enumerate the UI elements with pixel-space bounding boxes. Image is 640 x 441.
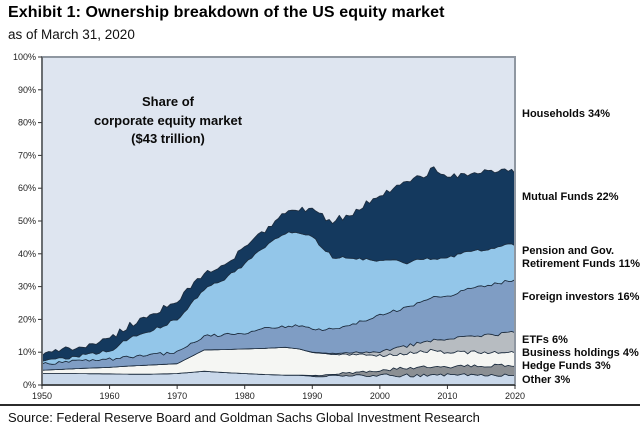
source-note: Source: Federal Reserve Board and Goldma… xyxy=(8,410,480,425)
svg-text:1950: 1950 xyxy=(32,391,52,401)
chart-annotation: Share of corporate equity market ($43 tr… xyxy=(70,93,266,149)
svg-text:80%: 80% xyxy=(18,118,36,128)
series-label-foreign-investors: Foreign investors 16% xyxy=(522,291,640,303)
annotation-line-2: corporate equity market xyxy=(93,112,243,128)
svg-text:60%: 60% xyxy=(18,183,36,193)
svg-text:2020: 2020 xyxy=(505,391,525,401)
annotation-line-3: ($43 trillion) xyxy=(131,131,205,146)
series-label-households: Households 34% xyxy=(522,108,611,120)
svg-text:90%: 90% xyxy=(18,85,36,95)
svg-text:10%: 10% xyxy=(18,347,36,357)
annotation-line-1: Share of xyxy=(141,94,194,109)
series-label-business-holdings: Business holdings 4% xyxy=(522,347,639,359)
exhibit-title: Exhibit 1: Ownership breakdown of the US… xyxy=(8,4,445,21)
series-label-mutual-funds: Mutual Funds 22% xyxy=(522,191,619,203)
svg-text:2000: 2000 xyxy=(370,391,390,401)
svg-text:40%: 40% xyxy=(18,249,36,259)
svg-text:1970: 1970 xyxy=(167,391,187,401)
svg-text:2010: 2010 xyxy=(437,391,457,401)
svg-text:100%: 100% xyxy=(13,52,36,62)
svg-text:1980: 1980 xyxy=(235,391,255,401)
svg-text:50%: 50% xyxy=(18,216,36,226)
svg-text:1990: 1990 xyxy=(302,391,322,401)
svg-text:0%: 0% xyxy=(23,380,36,390)
series-label-hedge-funds: Hedge Funds 3% xyxy=(522,360,611,372)
exhibit-subtitle: as of March 31, 2020 xyxy=(8,27,135,42)
series-label-pension-funds: Pension and Gov. Retirement Funds 11% xyxy=(522,245,640,270)
series-label-other: Other 3% xyxy=(522,374,571,386)
series-label-etfs: ETFs 6% xyxy=(522,334,568,346)
source-separator xyxy=(0,404,640,406)
svg-text:70%: 70% xyxy=(18,150,36,160)
svg-text:20%: 20% xyxy=(18,314,36,324)
svg-text:1960: 1960 xyxy=(100,391,120,401)
svg-text:30%: 30% xyxy=(18,282,36,292)
